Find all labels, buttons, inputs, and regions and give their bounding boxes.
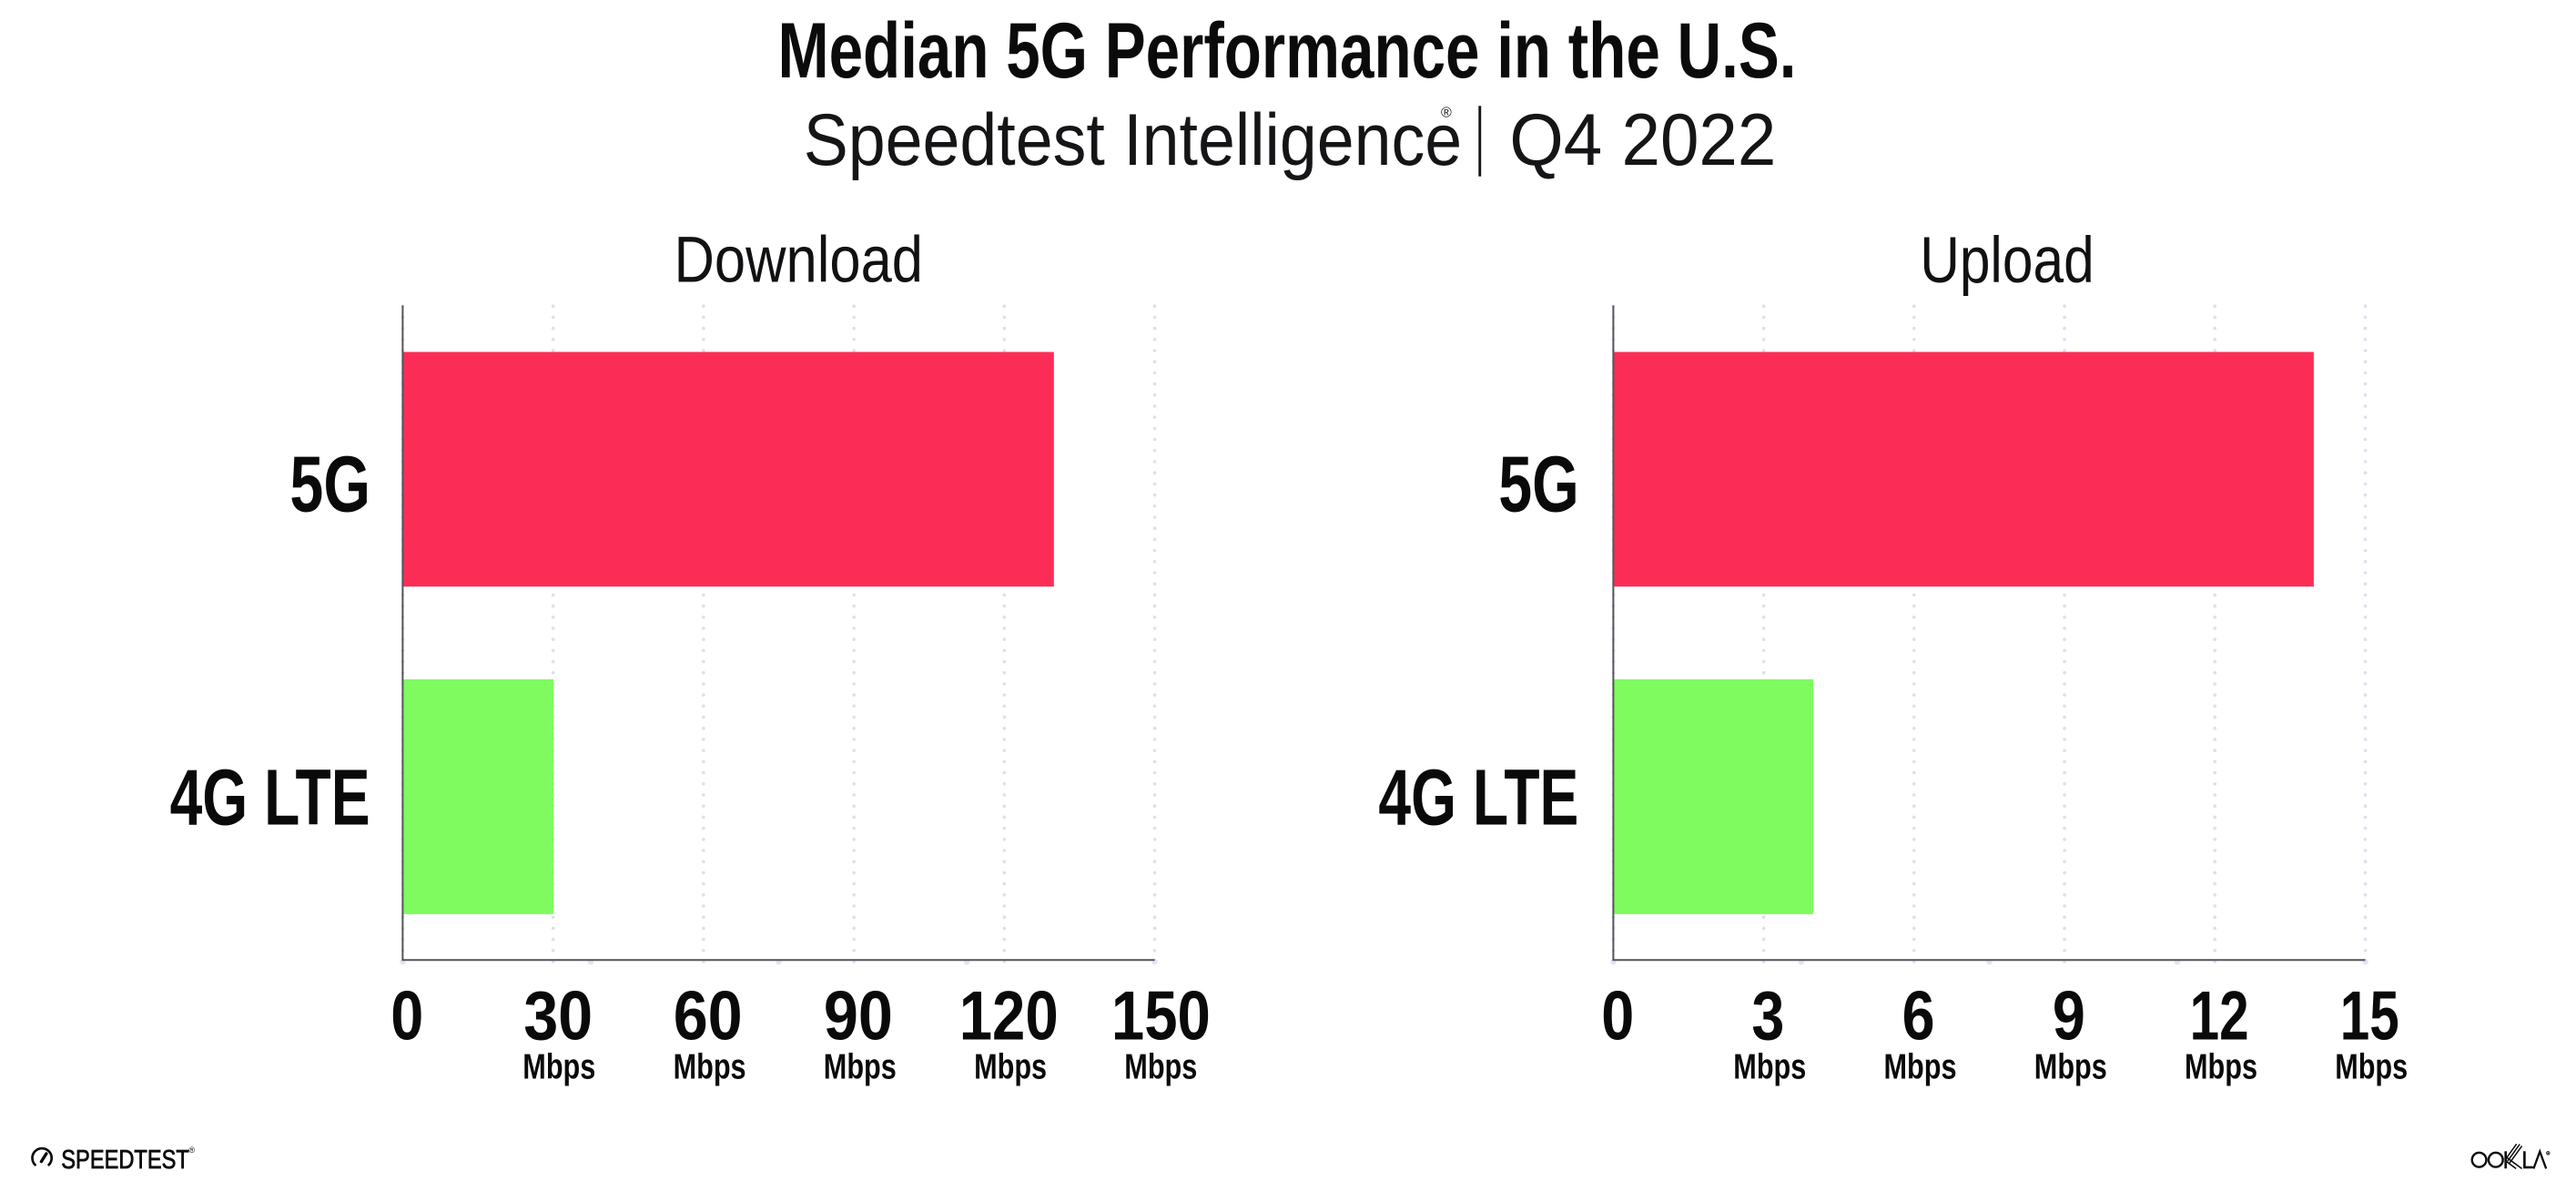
svg-text:0: 0: [390, 977, 423, 1054]
svg-text:5G: 5G: [289, 441, 370, 529]
svg-text:4G LTE: 4G LTE: [1378, 754, 1578, 842]
svg-text:6: 6: [1902, 977, 1935, 1054]
svg-text:15: 15: [2340, 977, 2399, 1054]
svg-text:®: ®: [189, 1146, 196, 1155]
svg-text:60: 60: [674, 977, 743, 1054]
svg-text:®: ®: [1441, 105, 1452, 120]
svg-text:Mbps: Mbps: [824, 1048, 897, 1087]
svg-text:Mbps: Mbps: [1733, 1048, 1806, 1087]
svg-text:Median 5G Performance in the U: Median 5G Performance in the U.S.: [778, 7, 1797, 95]
svg-text:Download: Download: [674, 224, 924, 297]
svg-text:Mbps: Mbps: [522, 1048, 595, 1087]
svg-text:Q4 2022: Q4 2022: [1509, 99, 1776, 181]
svg-text:Mbps: Mbps: [1884, 1048, 1957, 1087]
svg-text:Upload: Upload: [1920, 224, 2094, 297]
svg-text:120: 120: [959, 977, 1059, 1054]
svg-text:Speedtest Intelligence: Speedtest Intelligence: [804, 99, 1462, 181]
svg-text:9: 9: [2053, 977, 2085, 1054]
svg-text:Mbps: Mbps: [2335, 1048, 2408, 1087]
svg-text:12: 12: [2190, 977, 2249, 1054]
svg-text:Mbps: Mbps: [2185, 1048, 2257, 1087]
svg-text:4G LTE: 4G LTE: [170, 754, 370, 842]
svg-text:Mbps: Mbps: [974, 1048, 1047, 1087]
svg-text:30: 30: [523, 977, 593, 1054]
svg-text:150: 150: [1111, 977, 1211, 1054]
svg-text:0: 0: [1601, 977, 1634, 1054]
svg-text:Mbps: Mbps: [674, 1048, 746, 1087]
svg-text:90: 90: [824, 977, 893, 1054]
svg-text:SPEEDTEST: SPEEDTEST: [61, 1146, 189, 1175]
svg-text:Mbps: Mbps: [2034, 1048, 2107, 1087]
svg-text:5G: 5G: [1498, 441, 1579, 529]
svg-text:Mbps: Mbps: [1124, 1048, 1197, 1087]
svg-text:3: 3: [1751, 977, 1784, 1054]
